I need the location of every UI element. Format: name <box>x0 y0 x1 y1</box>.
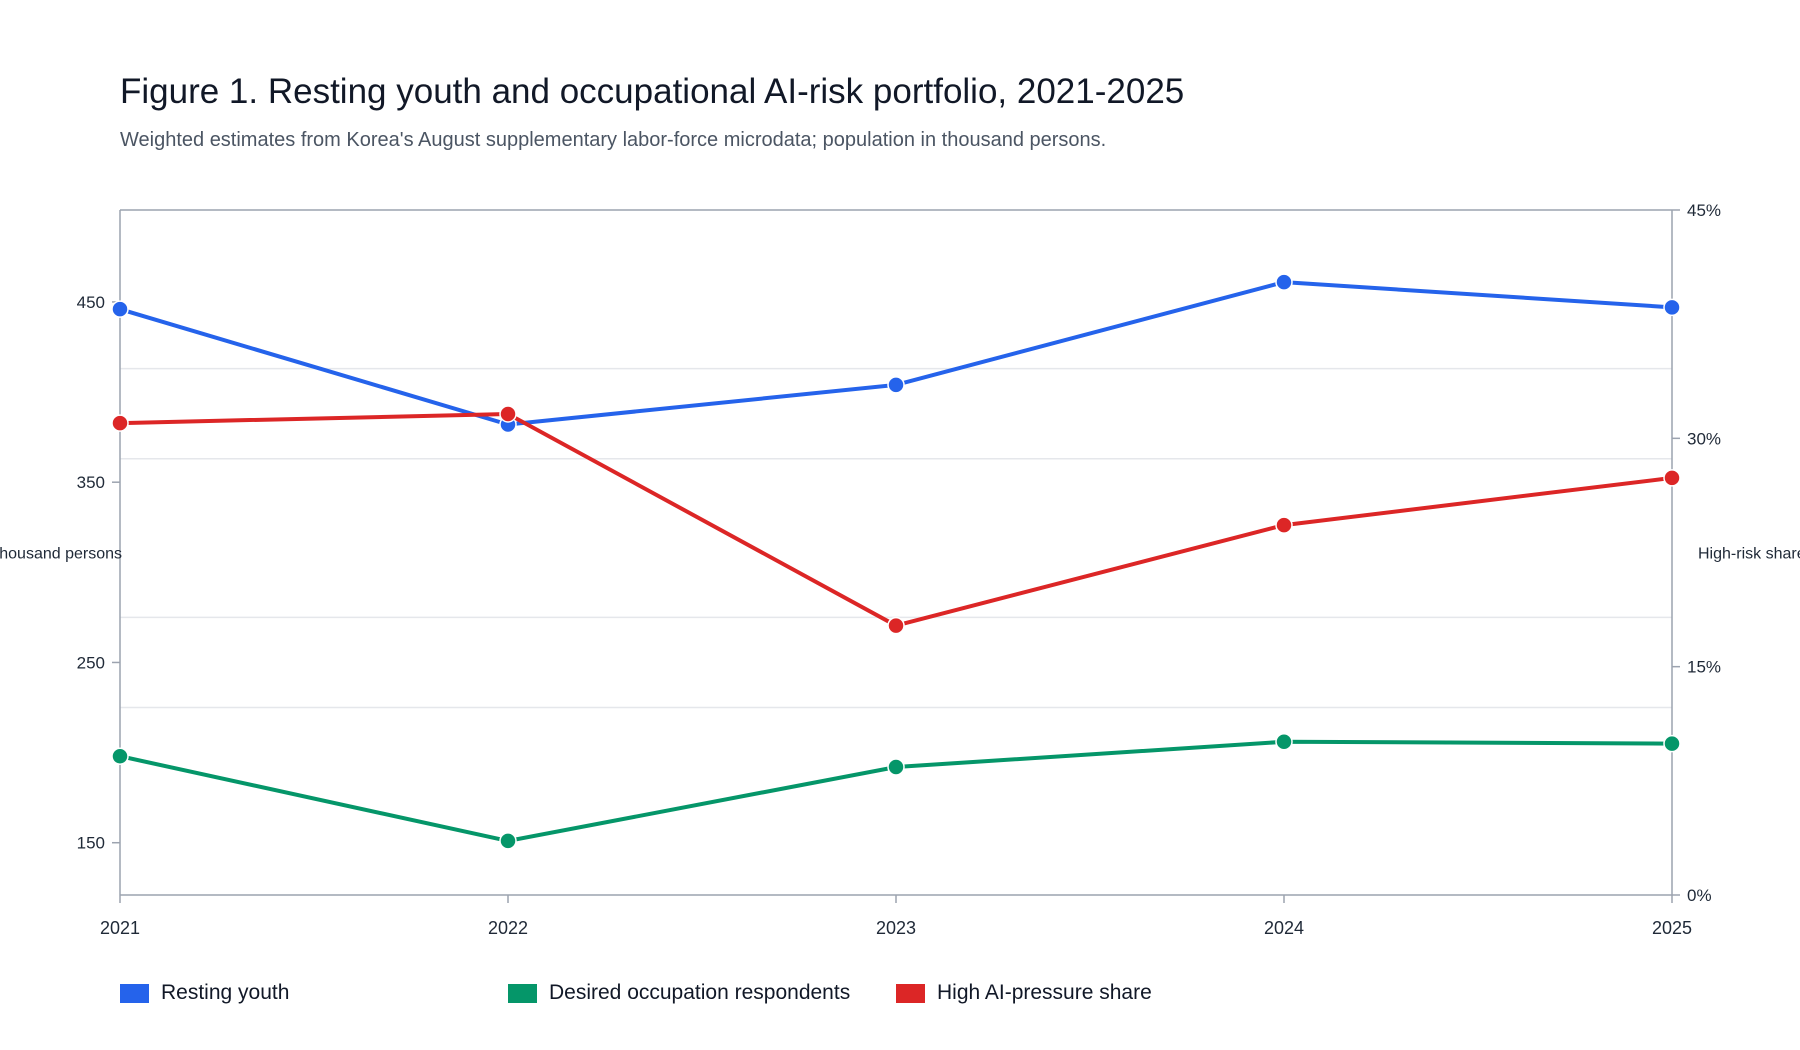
data-point <box>887 758 905 776</box>
legend-label: Desired occupation respondents <box>549 981 851 1004</box>
data-point <box>111 300 129 318</box>
legend-item: High AI-pressure share <box>896 978 1152 1008</box>
data-point <box>1663 298 1681 317</box>
data-point <box>887 616 905 635</box>
legend-label: Resting youth <box>161 981 290 1004</box>
axes <box>112 209 1680 903</box>
data-point <box>111 747 129 765</box>
legend-swatch <box>508 983 537 1003</box>
legend-swatch <box>896 983 925 1003</box>
data-point <box>499 832 517 850</box>
x-axis-tick-label: 2022 <box>488 918 528 938</box>
series-line-1 <box>118 739 1674 843</box>
legend-label: High AI-pressure share <box>937 981 1152 1004</box>
series-line-2 <box>118 411 1674 628</box>
chart-title: Figure 1. Resting youth and occupational… <box>120 72 1185 111</box>
right-axis-tick-label: 15% <box>1687 658 1721 677</box>
x-axis-tick-label: 2021 <box>100 918 140 938</box>
legend-swatch <box>120 983 149 1003</box>
data-point <box>1275 273 1293 291</box>
right-axis-title: High-risk share <box>1698 546 1800 563</box>
right-axis-tick-label: 45% <box>1687 201 1721 220</box>
data-point <box>1663 734 1681 753</box>
data-point <box>1663 469 1681 487</box>
data-point <box>1275 733 1293 751</box>
left-axis-tick-label: 250 <box>77 653 105 672</box>
left-axis-tick-label: 350 <box>77 473 105 492</box>
series-line-0 <box>118 280 1674 427</box>
left-axis-tick-label: 150 <box>77 834 105 853</box>
series-lines <box>111 273 1681 850</box>
data-point <box>887 376 905 394</box>
data-point <box>1275 516 1293 534</box>
right-axis-tick-label: 30% <box>1687 429 1721 448</box>
right-axis-tick-label: 0% <box>1687 886 1712 905</box>
data-point <box>111 414 129 432</box>
legend-item: Desired occupation respondents <box>508 978 850 1008</box>
x-axis-tick-label: 2025 <box>1652 918 1692 938</box>
legend-item: Resting youth <box>120 978 289 1008</box>
chart-subtitle: Weighted estimates from Korea's August s… <box>120 129 1107 151</box>
left-axis-title: Thousand persons <box>0 546 122 563</box>
x-axis-tick-label: 2024 <box>1264 918 1304 938</box>
x-axis-tick-label: 2023 <box>876 918 916 938</box>
data-point <box>499 405 517 423</box>
chart-legend: Resting youth Desired occupation responde… <box>0 978 1800 1008</box>
axis-labels: 150 250 350 450 0% 15% 30% 45% 2021 2022 2023 2024 2… <box>0 201 1800 938</box>
left-axis-tick-label: 450 <box>77 293 105 312</box>
